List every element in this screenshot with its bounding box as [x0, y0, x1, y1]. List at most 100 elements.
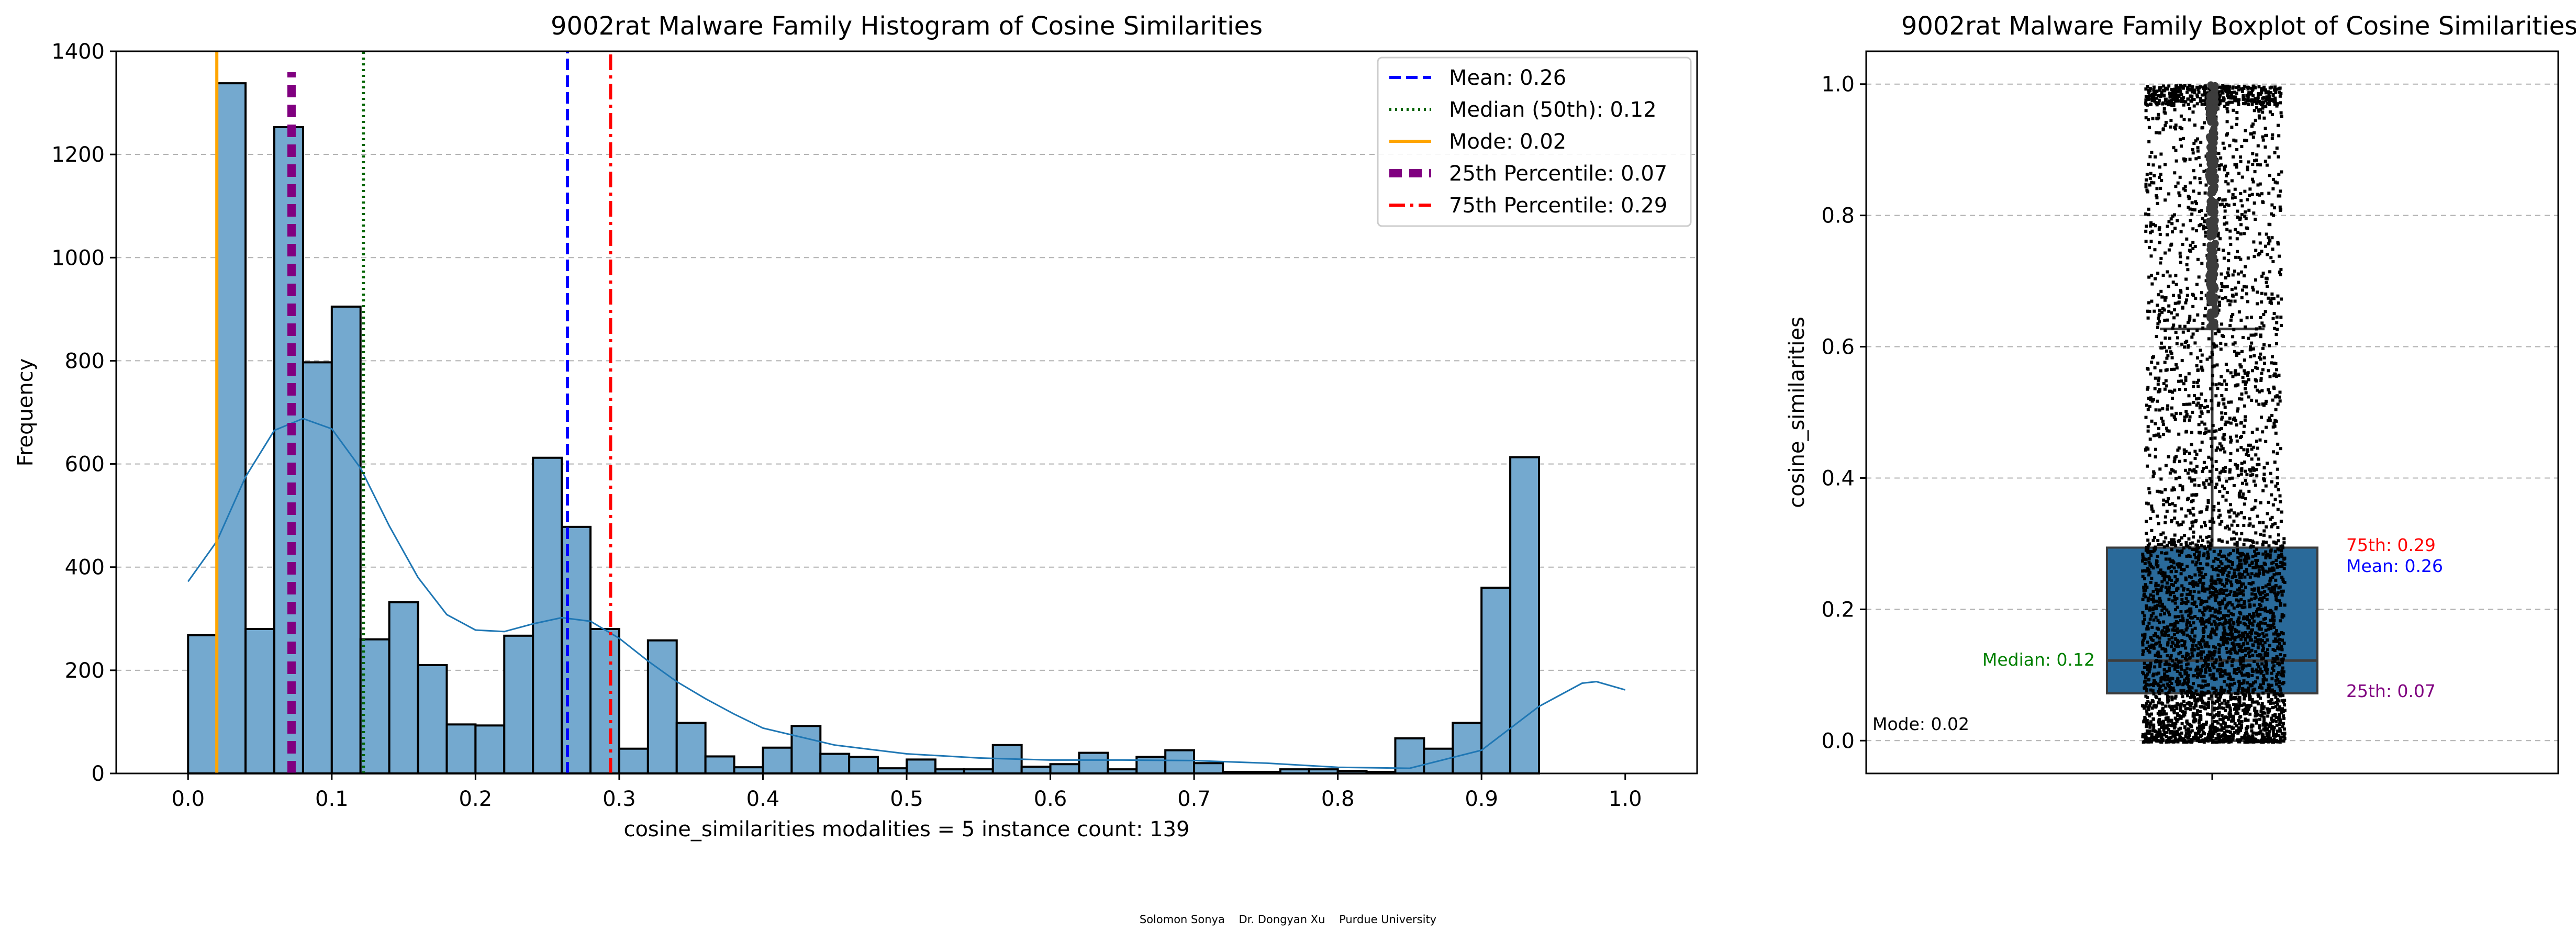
strip-point	[2216, 501, 2220, 505]
strip-point	[2154, 584, 2158, 588]
strip-point	[2180, 342, 2184, 346]
strip-point	[2223, 671, 2227, 675]
strip-point	[2225, 221, 2228, 225]
strip-point	[2283, 703, 2286, 707]
strip-point	[2159, 735, 2163, 739]
strip-point	[2208, 609, 2212, 612]
strip-point	[2180, 667, 2183, 671]
strip-point	[2244, 217, 2248, 220]
strip-point	[2270, 212, 2273, 216]
strip-point	[2244, 710, 2248, 714]
strip-point	[2251, 152, 2255, 155]
strip-point	[2189, 219, 2192, 222]
strip-point	[2189, 461, 2193, 465]
strip-point	[2256, 654, 2259, 657]
strip-point	[2263, 127, 2267, 130]
strip-point	[2243, 570, 2246, 574]
strip-point	[2148, 310, 2151, 313]
strip-point	[2164, 120, 2168, 124]
strip-point	[2182, 187, 2185, 190]
strip-point	[2254, 711, 2257, 714]
strip-point	[2245, 568, 2248, 571]
strip-point	[2278, 494, 2282, 498]
strip-point	[2153, 99, 2157, 103]
strip-point	[2281, 707, 2284, 711]
strip-point	[2244, 737, 2247, 740]
strip-point	[2247, 626, 2250, 630]
strip-point	[2164, 692, 2168, 695]
strip-point	[2191, 582, 2194, 586]
strip-point	[2215, 616, 2219, 620]
strip-point	[2255, 159, 2258, 162]
strip-point	[2159, 586, 2163, 590]
strip-point	[2250, 729, 2254, 733]
strip-point	[2156, 712, 2160, 715]
strip-point	[2145, 520, 2148, 523]
legend-label: 75th Percentile: 0.29	[1449, 194, 1667, 218]
strip-point	[2231, 563, 2234, 566]
strip-point	[2193, 583, 2196, 587]
strip-point	[2144, 416, 2148, 419]
hist-ytick-label: 1400	[51, 40, 105, 64]
strip-point	[2174, 124, 2178, 127]
strip-point	[2243, 605, 2247, 609]
strip-point	[2165, 581, 2169, 585]
strip-point	[2167, 309, 2171, 313]
strip-point	[2253, 549, 2257, 553]
strip-point	[2190, 729, 2194, 733]
strip-point	[2275, 629, 2278, 632]
strip-point	[2171, 628, 2174, 632]
strip-point	[2170, 413, 2174, 417]
strip-point	[2214, 677, 2218, 681]
strip-point	[2261, 272, 2265, 275]
strip-point	[2188, 107, 2192, 110]
strip-point	[2162, 710, 2166, 713]
strip-point	[2272, 587, 2276, 591]
strip-point	[2237, 707, 2240, 711]
strip-point	[2201, 538, 2204, 542]
strip-point	[2265, 633, 2269, 637]
strip-point	[2154, 277, 2157, 280]
strip-point	[2279, 111, 2283, 115]
strip-point	[2240, 645, 2244, 648]
strip-point	[2182, 96, 2185, 99]
strip-point	[2224, 526, 2227, 530]
strip-point	[2223, 688, 2226, 692]
strip-point	[2268, 535, 2272, 538]
strip-point	[2196, 401, 2200, 405]
strip-point	[2204, 214, 2207, 217]
strip-point	[2279, 737, 2282, 740]
strip-point	[2217, 515, 2221, 519]
strip-point	[2257, 694, 2261, 698]
strip-point	[2191, 305, 2195, 308]
strip-point	[2257, 634, 2260, 637]
strip-point	[2261, 682, 2265, 686]
strip-point	[2230, 91, 2234, 94]
strip-point	[2146, 627, 2150, 631]
strip-point	[2213, 598, 2217, 601]
strip-point	[2270, 671, 2273, 675]
strip-point	[2150, 614, 2154, 618]
strip-point	[2201, 628, 2205, 632]
strip-point	[2260, 714, 2264, 717]
strip-point	[2165, 669, 2169, 673]
strip-point	[2218, 740, 2222, 744]
strip-point	[2179, 289, 2182, 293]
strip-point	[2279, 273, 2282, 276]
strip-point	[2229, 612, 2233, 615]
strip-point	[2197, 275, 2201, 279]
strip-point	[2205, 620, 2209, 623]
strip-point	[2159, 477, 2163, 481]
strip-point	[2157, 543, 2160, 546]
strip-point	[2159, 722, 2162, 726]
strip-point	[2258, 623, 2261, 626]
strip-point	[2244, 631, 2247, 635]
outlier-point	[2210, 93, 2218, 100]
strip-point	[2161, 274, 2165, 277]
strip-point	[2268, 583, 2271, 587]
strip-point	[2185, 633, 2189, 637]
strip-point	[2174, 657, 2178, 661]
strip-point	[2166, 407, 2169, 411]
strip-point	[2174, 544, 2178, 547]
strip-point	[2187, 677, 2190, 681]
